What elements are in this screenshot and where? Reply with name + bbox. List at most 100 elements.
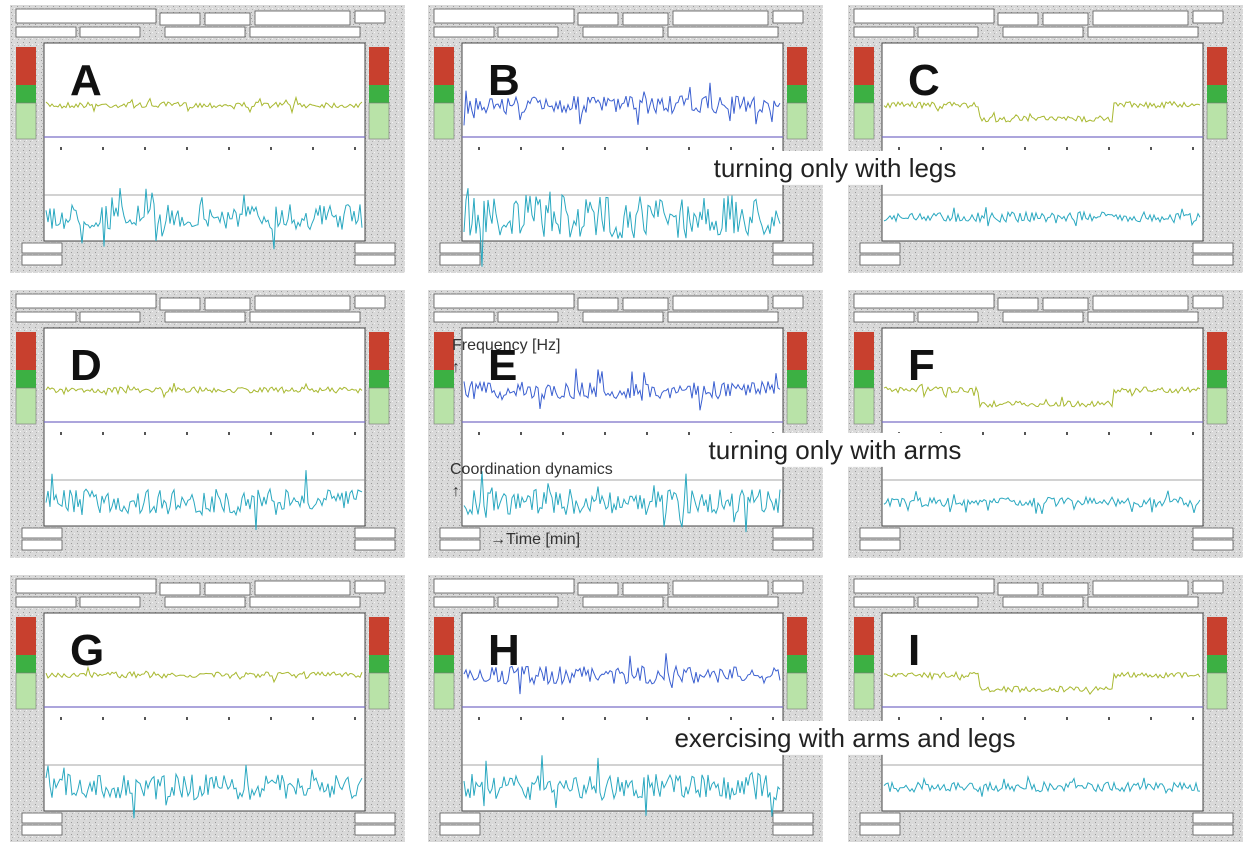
tick-dot <box>604 147 606 150</box>
tick-dot <box>604 432 606 435</box>
tick-dot <box>228 147 230 150</box>
level-light <box>15 387 37 425</box>
footer-field <box>354 527 396 539</box>
header-field <box>1192 580 1224 594</box>
level-light <box>15 102 37 140</box>
level-red <box>16 332 36 370</box>
header-field <box>1092 295 1189 311</box>
tick-dot <box>940 717 942 720</box>
level-light <box>853 387 875 425</box>
panel-letter: D <box>70 341 102 390</box>
level-light <box>786 672 808 710</box>
header-field <box>354 295 386 309</box>
header-field <box>164 596 246 608</box>
frequency-trace <box>884 670 1201 696</box>
header-field <box>853 26 915 38</box>
footer-field <box>354 539 396 551</box>
level-green <box>434 85 454 103</box>
header-field <box>159 297 201 311</box>
header-field <box>164 26 246 38</box>
footer-field <box>1192 527 1234 539</box>
header-field <box>204 12 251 26</box>
frequency-trace <box>45 95 363 115</box>
footer-field <box>439 812 481 824</box>
header-field <box>433 578 575 594</box>
plot-area <box>881 327 1204 527</box>
plot-area <box>43 42 366 242</box>
level-red <box>1207 47 1227 85</box>
frequency-trace <box>883 100 1201 123</box>
tick-dot <box>898 717 900 720</box>
level-light <box>433 102 455 140</box>
plot-area <box>461 42 784 242</box>
footer-field <box>772 812 814 824</box>
header-field <box>254 10 351 26</box>
level-green <box>369 370 389 388</box>
header-field <box>917 311 979 323</box>
header-field <box>433 8 575 24</box>
header-field <box>433 311 495 323</box>
screenshot-panel: H <box>428 575 823 842</box>
footer-field <box>859 242 901 254</box>
header-field <box>79 596 141 608</box>
tick-dot <box>270 147 272 150</box>
footer-field <box>772 539 814 551</box>
header-field <box>772 10 804 24</box>
frequency-trace <box>45 382 363 399</box>
tick-dot <box>312 147 314 150</box>
header-field <box>997 12 1039 26</box>
header-field <box>497 311 559 323</box>
tick-dot <box>186 147 188 150</box>
level-green <box>1207 655 1227 673</box>
footer-field <box>354 824 396 836</box>
coordination-trace <box>463 471 781 533</box>
tick-dot <box>312 432 314 435</box>
caption: exercising with arms and legs <box>674 723 1015 753</box>
tick-dot <box>646 432 648 435</box>
screenshot-panel: B <box>428 5 823 273</box>
coordination-trace <box>463 755 781 817</box>
footer-field <box>859 812 901 824</box>
level-green <box>369 85 389 103</box>
screenshot-panel: A <box>10 5 405 273</box>
header-field <box>15 578 157 594</box>
header-field <box>577 297 619 311</box>
header-field <box>672 295 769 311</box>
tick-dot <box>562 432 564 435</box>
level-light <box>1206 102 1228 140</box>
screenshot-panel: G <box>10 575 405 842</box>
header-field <box>1042 12 1089 26</box>
tick-dot <box>1150 717 1152 720</box>
tick-dot <box>1066 147 1068 150</box>
footer-field <box>354 242 396 254</box>
header-field <box>853 578 995 594</box>
level-red <box>434 332 454 370</box>
tick-dot <box>102 432 104 435</box>
coordination-trace <box>45 470 363 531</box>
panel-letter: B <box>488 56 520 105</box>
header-field <box>433 26 495 38</box>
header-field <box>249 26 361 38</box>
level-red <box>369 332 389 370</box>
caption: turning only with legs <box>714 153 957 183</box>
header-field <box>254 295 351 311</box>
footer-field <box>772 527 814 539</box>
header-field <box>1192 295 1224 309</box>
header-field <box>249 596 361 608</box>
tick-dot <box>354 432 356 435</box>
level-green <box>787 85 807 103</box>
header-field <box>997 297 1039 311</box>
header-field <box>667 26 779 38</box>
level-red <box>854 617 874 655</box>
tick-dot <box>270 432 272 435</box>
plot-area <box>881 612 1204 812</box>
tick-dot <box>1150 147 1152 150</box>
axis-note: →Time [min] <box>490 531 580 548</box>
screenshot-panel: F <box>848 290 1243 558</box>
header-field <box>853 8 995 24</box>
axis-note: ↑ <box>452 483 460 500</box>
header-field <box>1087 26 1199 38</box>
header-field <box>622 297 669 311</box>
tick-dot <box>520 147 522 150</box>
header-field <box>853 596 915 608</box>
